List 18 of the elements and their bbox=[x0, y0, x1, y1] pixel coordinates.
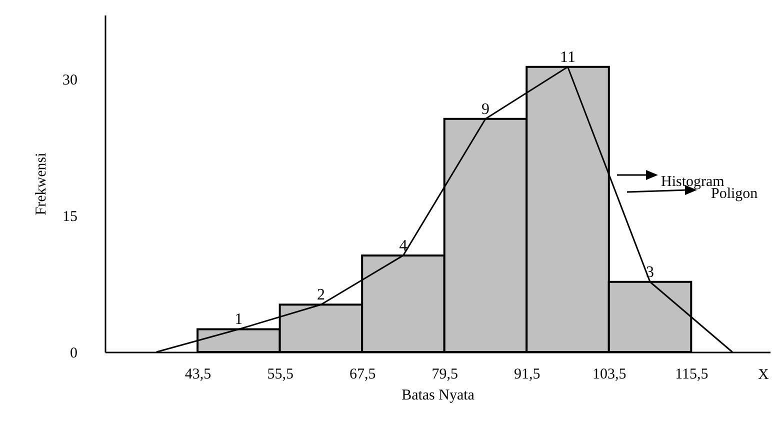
y-tick-label: 30 bbox=[62, 72, 78, 88]
y-tick-label: 15 bbox=[62, 208, 78, 225]
annotation: 1 bbox=[234, 311, 243, 328]
x-tick-label: 43,5 bbox=[184, 366, 212, 382]
x-tick-label: 79,5 bbox=[432, 366, 458, 382]
annotation: 9 bbox=[481, 100, 490, 118]
annotation: 4 bbox=[399, 237, 408, 254]
x-tick-label: 67,5 bbox=[349, 366, 376, 382]
text: X bbox=[758, 367, 769, 383]
y-tick-label: 0 bbox=[70, 346, 78, 362]
x-tick-label: 91,5 bbox=[514, 366, 540, 382]
x-tick-label: 115,5 bbox=[675, 366, 708, 382]
annotation: 2 bbox=[316, 286, 325, 304]
x-axis-title: Batas Nyata bbox=[402, 388, 475, 404]
y-axis-title: Frekwensi bbox=[34, 152, 50, 216]
x-tick-label: 103,5 bbox=[592, 366, 626, 382]
annotation: 11 bbox=[560, 48, 576, 66]
x-tick-label: 55,5 bbox=[267, 366, 294, 382]
